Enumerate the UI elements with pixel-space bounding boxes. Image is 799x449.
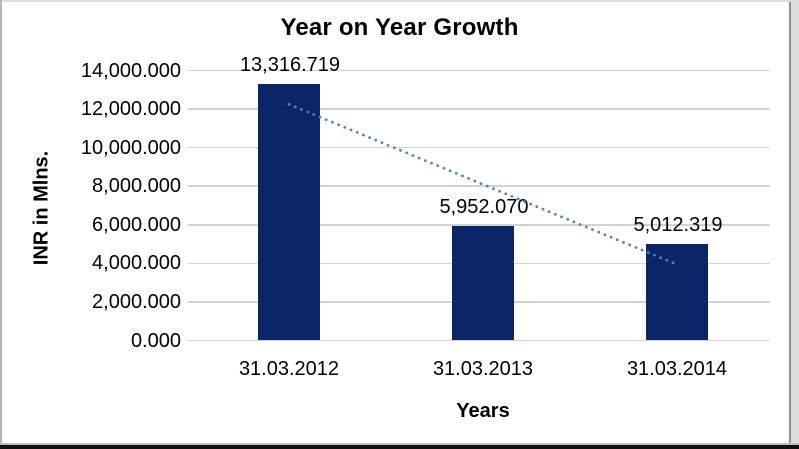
x-axis-tick-label: 31.03.2012 <box>238 358 340 380</box>
frame-top-border <box>0 0 799 2</box>
bar-data-label: 5,012.319 <box>633 213 723 236</box>
chart-title: Year on Year Growth <box>280 14 519 41</box>
y-axis-tick-label: 4,000.000 <box>92 252 181 275</box>
bar-data-label: 5,952.070 <box>439 195 529 218</box>
gridline <box>188 69 770 72</box>
frame-bottom-strip <box>0 445 799 449</box>
frame-right-border <box>789 2 791 445</box>
y-axis-tick-label: 8,000.000 <box>92 175 181 198</box>
y-axis-tick-label: 2,000.000 <box>92 290 181 313</box>
bar <box>258 83 320 341</box>
frame-left-border <box>0 0 2 445</box>
y-axis-tick-label: 10,000.000 <box>80 136 181 159</box>
x-axis-tick-label: 31.03.2014 <box>626 358 728 380</box>
y-axis-title: INR in Mlns. <box>30 150 53 266</box>
gridline <box>188 339 770 342</box>
x-axis-tick-label: 31.03.2013 <box>432 358 534 380</box>
y-axis-tick-label: 14,000.000 <box>80 59 181 82</box>
y-axis-tick-label: 0.000 <box>130 329 181 352</box>
bar-data-label: 13,316.719 <box>239 53 341 76</box>
y-axis-tick-label: 6,000.000 <box>92 213 181 236</box>
x-axis-title: Years <box>456 400 510 422</box>
bar <box>646 243 708 341</box>
frame-right-margin <box>791 0 799 445</box>
y-axis-tick-label: 12,000.000 <box>80 98 181 121</box>
frame-bottom-border <box>0 443 799 445</box>
bar <box>452 225 514 341</box>
